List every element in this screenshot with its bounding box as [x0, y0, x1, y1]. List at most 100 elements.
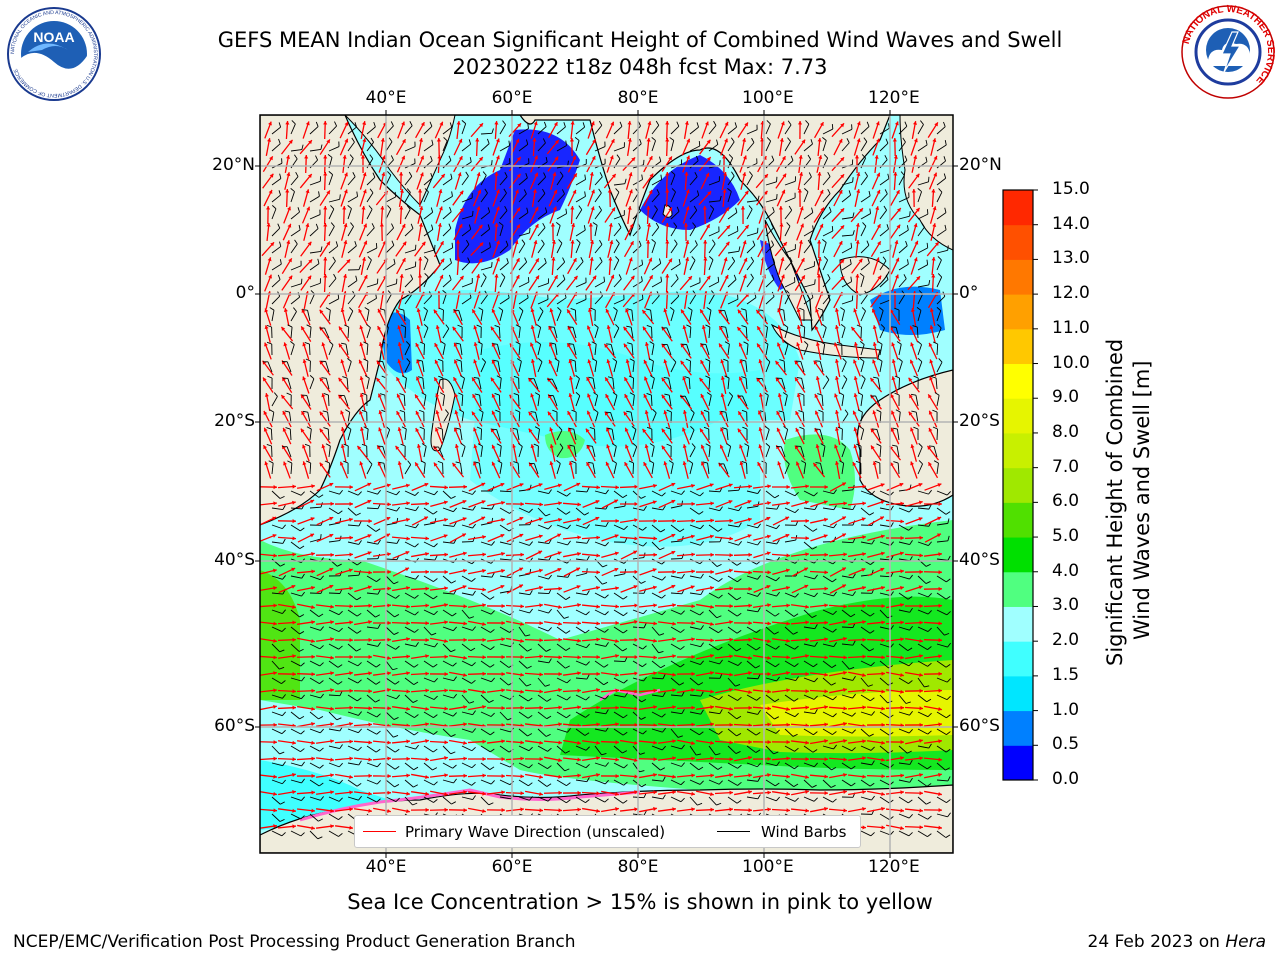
wind-barb: [689, 244, 698, 254]
wave-arrow-head: [376, 377, 381, 382]
wave-arrow-head: [634, 501, 638, 507]
wave-arrow-head: [301, 394, 305, 399]
wind-barb: [727, 250, 739, 254]
wind-barb: [366, 429, 369, 441]
wind-barb-flag: [692, 222, 696, 227]
wave-arrow-head: [799, 172, 804, 176]
wave-arrow-head: [378, 427, 383, 432]
wave-arrow-head: [815, 342, 820, 346]
wind-barb-flag: [598, 188, 602, 194]
wind-barb-flag: [705, 443, 711, 447]
wind-barb-flag: [544, 207, 548, 213]
wind-barb: [936, 259, 942, 271]
wind-barb: [860, 262, 870, 271]
wind-barb-flag: [548, 489, 552, 494]
wave-arrow-head: [918, 483, 923, 487]
wave-arrow-head: [326, 190, 330, 195]
wave-arrow-head: [519, 483, 524, 487]
wind-barb: [708, 231, 720, 237]
wave-arrow-head: [514, 240, 519, 245]
wind-barb-flag: [693, 205, 698, 211]
wave-arrow-head: [800, 258, 805, 263]
wind-barb: [860, 126, 870, 135]
wind-barb: [689, 507, 700, 515]
wind-barb: [936, 177, 946, 186]
wind-barb: [876, 429, 881, 441]
wave-arrow-head: [699, 428, 704, 433]
wind-barb: [765, 198, 777, 203]
wind-barb: [822, 259, 829, 271]
wave-arrow-head: [728, 500, 733, 504]
wind-barb-flag: [503, 188, 507, 194]
wind-barb: [651, 490, 662, 497]
wind-barb: [670, 310, 675, 322]
wave-arrow-head: [910, 308, 916, 312]
wind-barb: [879, 299, 891, 305]
wind-barb: [423, 327, 429, 339]
wind-barb-flag: [869, 512, 875, 516]
wave-arrow-head: [416, 308, 421, 313]
wind-barb: [613, 490, 624, 498]
wind-barb-flag: [525, 139, 529, 145]
wave-arrow-head: [342, 155, 347, 159]
wave-arrow-head: [877, 241, 881, 246]
wind-barb: [594, 490, 606, 495]
wind-barb-flag: [379, 308, 385, 311]
wind-barb-flag: [804, 188, 809, 193]
wind-barb-flag: [681, 490, 685, 495]
wind-barb-flag: [757, 195, 760, 201]
wind-barb: [537, 395, 540, 407]
wind-barb: [784, 261, 793, 271]
wave-arrow-head: [682, 444, 687, 449]
wind-barb: [632, 446, 638, 458]
wind-barb: [461, 490, 473, 495]
wind-barb: [819, 361, 824, 373]
wind-barb-flag: [674, 239, 678, 245]
wind-barb: [689, 282, 701, 288]
wind-barb: [518, 177, 528, 186]
wind-barb: [896, 446, 900, 458]
wind-barb: [518, 281, 530, 288]
wind-barb-flag: [424, 256, 429, 261]
wind-barb: [630, 327, 634, 339]
wave-arrow-head: [266, 223, 271, 227]
noaa-logo-text: NOAA: [33, 29, 74, 45]
wave-arrow-head: [587, 308, 593, 312]
wave-arrow-head: [610, 121, 615, 126]
wind-barb: [689, 463, 694, 475]
wave-arrow-head: [268, 121, 272, 126]
wind-barb: [309, 263, 320, 271]
wind-barb-flag: [656, 189, 660, 194]
wind-barb-flag: [329, 341, 334, 346]
wind-barb-flag: [271, 205, 277, 210]
wind-barb-flag: [691, 256, 696, 261]
wind-barb: [537, 161, 548, 169]
wind-barb: [670, 140, 675, 152]
wind-barb-flag: [817, 307, 823, 311]
wind-barb: [917, 247, 928, 254]
wind-barb-flag: [491, 128, 494, 134]
wind-barb: [537, 211, 548, 220]
wind-barb-flag: [391, 240, 395, 246]
wind-barb-flag: [437, 427, 443, 430]
wind-barb: [784, 429, 789, 441]
wave-arrow-head: [425, 501, 429, 506]
wind-barb: [803, 176, 812, 186]
wave-arrow-head: [704, 121, 709, 126]
wind-barb-flag: [869, 208, 872, 214]
wave-arrow-head: [719, 410, 724, 415]
wind-barb-flag: [787, 120, 792, 126]
wave-arrow-head: [307, 241, 312, 246]
wave-arrow-head: [548, 359, 553, 364]
wind-barb: [480, 361, 487, 373]
wind-barb-flag: [918, 443, 923, 448]
wind-barb: [537, 193, 546, 203]
wind-barb-flag: [676, 206, 680, 212]
wave-arrow-head: [378, 342, 383, 347]
wind-barb: [328, 245, 338, 254]
wave-arrow-head: [291, 500, 296, 505]
wind-barb: [936, 343, 939, 356]
wind-barb: [745, 378, 748, 390]
wind-barb-flag: [811, 207, 814, 213]
wave-arrow-head: [815, 308, 820, 313]
